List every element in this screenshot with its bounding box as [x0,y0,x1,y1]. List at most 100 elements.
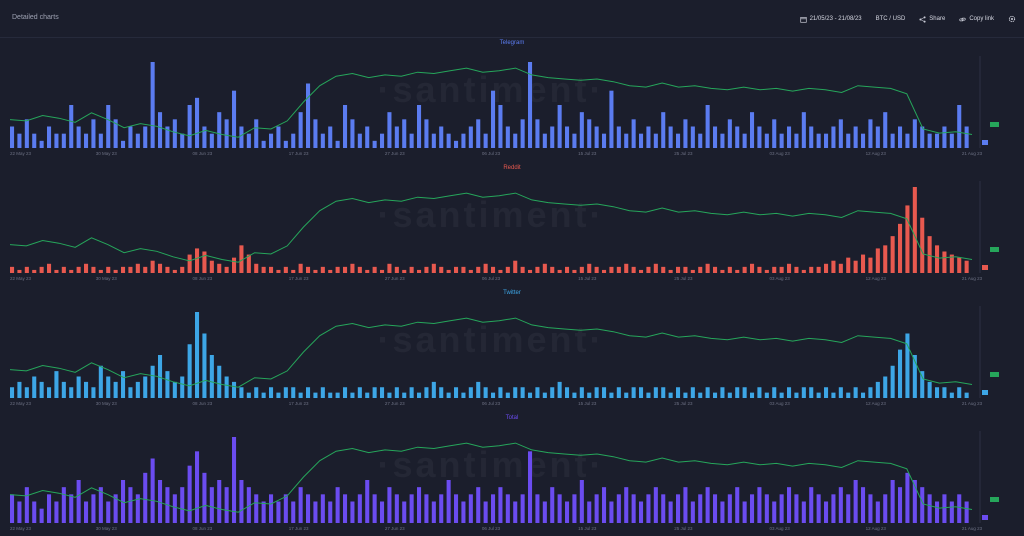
mention-bar [572,392,577,399]
mention-bar [912,355,917,398]
mention-bar [431,381,436,399]
mention-bar [757,126,762,148]
mention-bar [602,269,607,273]
share-button[interactable]: Share [919,15,945,23]
mention-bar [483,263,488,273]
date-range-picker[interactable]: 21/05/23 - 21/08/23 [799,16,862,23]
x-axis-tick-label: 22 May 23 [10,401,32,406]
mention-bar [269,387,274,398]
copy-link-label: Copy link [969,16,994,22]
mention-bar [254,387,259,398]
mention-bar [106,501,111,523]
mention-bar [883,494,888,523]
mention-bar [875,381,880,399]
telegram-chart-title: Telegram [0,40,1024,46]
mention-bar [380,269,385,273]
mention-bar [239,480,244,523]
mention-bar [91,119,96,148]
mention-bar [927,133,932,148]
mention-bar [920,371,925,399]
mention-bar [927,381,932,399]
mention-bar [787,487,792,523]
x-axis-tick-label: 03 Aug 23 [769,151,790,156]
mention-bar [283,140,288,148]
mention-bar [861,254,866,273]
mention-bar [172,494,177,523]
mention-bar [713,126,718,148]
mention-bar [838,119,843,148]
mention-bar [816,494,821,523]
mention-bar [291,133,296,148]
mention-bar [232,381,237,399]
x-axis-tick-label: 08 Jun 23 [193,151,213,156]
mention-bar [76,126,81,148]
mention-bar [476,487,481,523]
pair-selector[interactable]: BTC / USD [876,16,906,22]
mention-bar [121,480,126,523]
mention-bar [409,387,414,398]
mention-bar [579,387,584,398]
mention-bar [372,266,377,273]
mention-bar [853,387,858,398]
mention-bar [483,501,488,523]
mention-bar [61,487,66,523]
mention-bar [276,126,281,148]
mention-bar [417,392,422,399]
mention-bar [757,266,762,273]
mention-bar [172,119,177,148]
copy-link-button[interactable]: Copy link [959,16,994,23]
mention-bar [239,245,244,273]
date-range-label: 21/05/23 - 21/08/23 [809,16,862,22]
price-line [9,442,973,513]
mention-bar [98,365,103,398]
mention-bar [431,501,436,523]
mention-bar [528,62,533,148]
x-axis-tick-label: 06 Jul 23 [482,151,501,156]
mention-bar [350,501,355,523]
mention-bar [705,487,710,523]
mention-bar [113,381,118,399]
mention-bar [838,487,843,523]
x-axis-tick-label: 25 Jul 23 [674,401,693,406]
mention-bar [394,387,399,398]
mention-bar [409,494,414,523]
mention-bar [572,269,577,273]
mention-bar [883,376,888,398]
x-axis-tick-label: 25 Jul 23 [674,276,693,281]
mention-bar [816,133,821,148]
mention-bar [91,266,96,273]
mention-bar [949,501,954,523]
settings-button[interactable] [1008,15,1016,23]
mention-bar [565,126,570,148]
mention-bar [639,133,644,148]
mention-bar [491,266,496,273]
mention-bar [172,269,177,273]
mention-bar [143,266,148,273]
mention-bar [283,494,288,523]
mention-axis-marker [982,515,988,520]
mention-bar [84,133,89,148]
mention-bar [964,260,969,273]
mention-bar [875,126,880,148]
mention-bar [624,263,629,273]
mention-bar [69,494,74,523]
mention-bar [335,392,340,399]
mention-bar [269,266,274,273]
mention-bar [639,501,644,523]
mention-bar [350,263,355,273]
mention-bar [735,126,740,148]
mention-bar [727,266,732,273]
mention-bar [772,266,777,273]
mention-bar [587,501,592,523]
mention-bar [513,260,518,273]
mention-bar [298,263,303,273]
mention-bar [121,140,126,148]
mention-bar [542,501,547,523]
mention-bar [417,105,422,148]
mention-bar [10,266,15,273]
mention-bar [135,263,140,273]
x-axis-tick-label: 08 Jun 23 [193,401,213,406]
telegram-chart-panel: ·santiment· 22 May 23 30 May 23 08 Jun 23 17… [0,40,1024,160]
mention-bar [764,269,769,273]
mention-bar [387,112,392,148]
